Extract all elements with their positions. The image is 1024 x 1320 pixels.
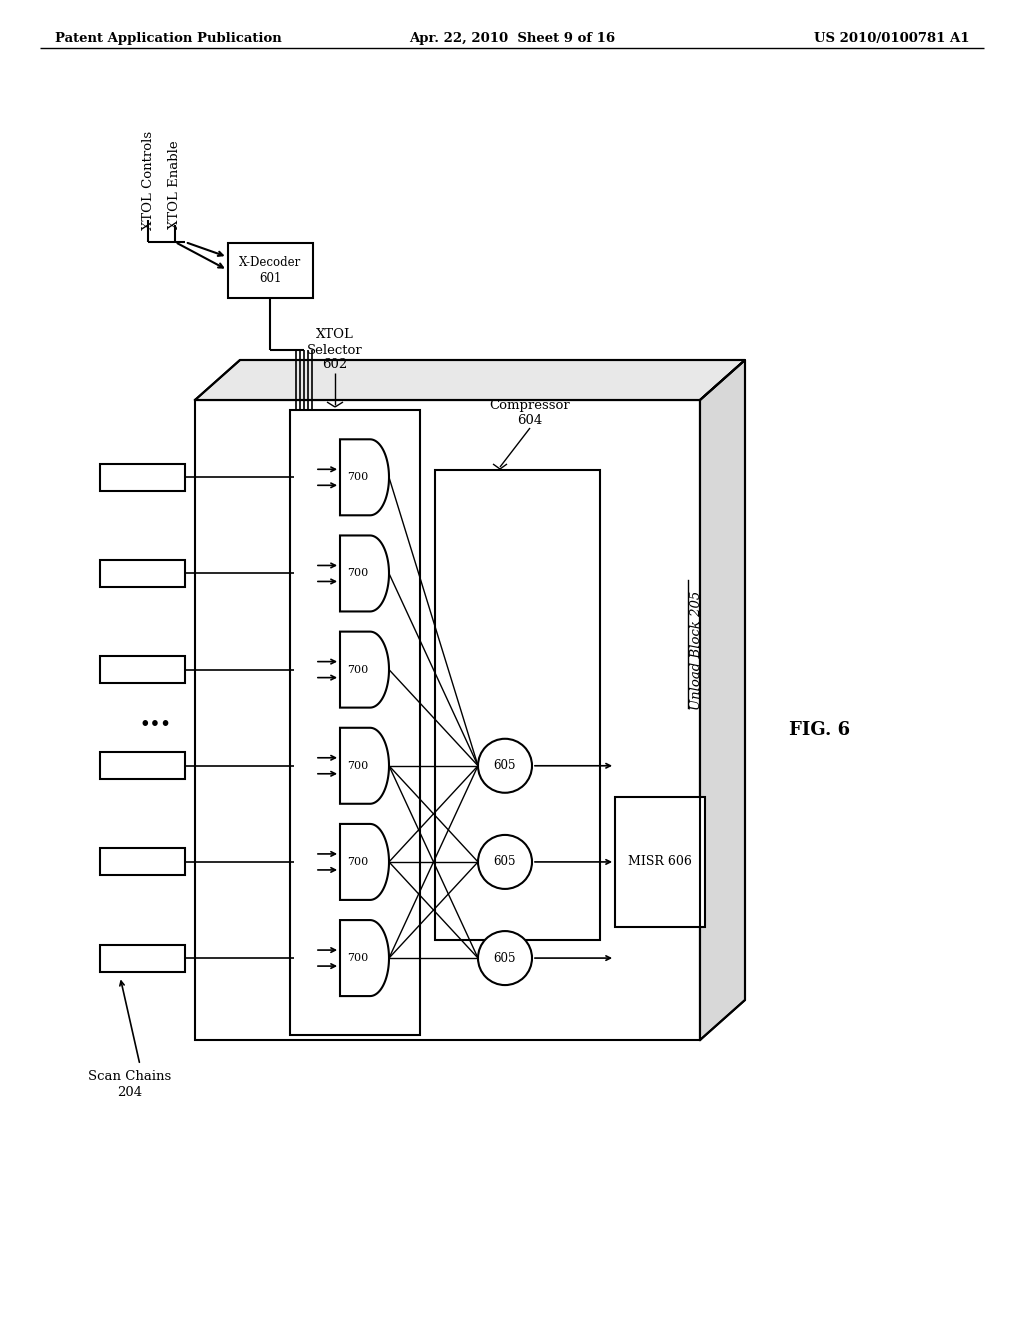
Polygon shape (195, 360, 745, 400)
Bar (100, 945, 185, 972)
Text: Selector: Selector (307, 343, 362, 356)
Polygon shape (340, 631, 389, 708)
Text: Unload Block 205: Unload Block 205 (690, 590, 703, 710)
Bar (100, 463, 185, 491)
Text: Scan Chains: Scan Chains (88, 1071, 172, 1084)
Bar (100, 560, 185, 587)
Polygon shape (340, 727, 389, 804)
Bar (195, 400, 700, 1040)
Bar (100, 656, 185, 684)
Text: 204: 204 (118, 1086, 142, 1100)
Bar (615, 797, 705, 927)
Text: 700: 700 (347, 569, 369, 578)
Text: 700: 700 (347, 473, 369, 482)
Polygon shape (700, 360, 745, 1040)
Bar (227, 243, 312, 297)
Text: Patent Application Publication: Patent Application Publication (55, 32, 282, 45)
Circle shape (478, 836, 532, 888)
Polygon shape (340, 920, 389, 997)
Text: MISR 606: MISR 606 (628, 855, 692, 869)
Text: 700: 700 (347, 953, 369, 964)
Text: 605: 605 (494, 759, 516, 772)
Text: ...: ... (139, 702, 171, 733)
Bar (100, 849, 185, 875)
Text: XTOL Controls: XTOL Controls (141, 131, 155, 230)
Text: FIG. 6: FIG. 6 (790, 721, 851, 739)
Polygon shape (340, 440, 389, 515)
Text: 605: 605 (494, 855, 516, 869)
Text: 601: 601 (259, 272, 282, 285)
Text: X-Decoder: X-Decoder (239, 256, 301, 268)
Text: 700: 700 (347, 664, 369, 675)
Bar (100, 752, 185, 779)
Text: Compressor: Compressor (489, 399, 570, 412)
Polygon shape (340, 824, 389, 900)
Bar (435, 470, 600, 940)
Text: 700: 700 (347, 760, 369, 771)
Text: 604: 604 (517, 413, 543, 426)
Text: 602: 602 (323, 359, 347, 371)
Text: US 2010/0100781 A1: US 2010/0100781 A1 (814, 32, 970, 45)
Text: XTOL Enable: XTOL Enable (169, 141, 181, 230)
Polygon shape (340, 536, 389, 611)
Text: 605: 605 (494, 952, 516, 965)
Text: Apr. 22, 2010  Sheet 9 of 16: Apr. 22, 2010 Sheet 9 of 16 (409, 32, 615, 45)
Text: XTOL: XTOL (316, 329, 354, 342)
Bar (290, 411, 420, 1035)
Circle shape (478, 739, 532, 793)
Circle shape (478, 931, 532, 985)
Text: 700: 700 (347, 857, 369, 867)
